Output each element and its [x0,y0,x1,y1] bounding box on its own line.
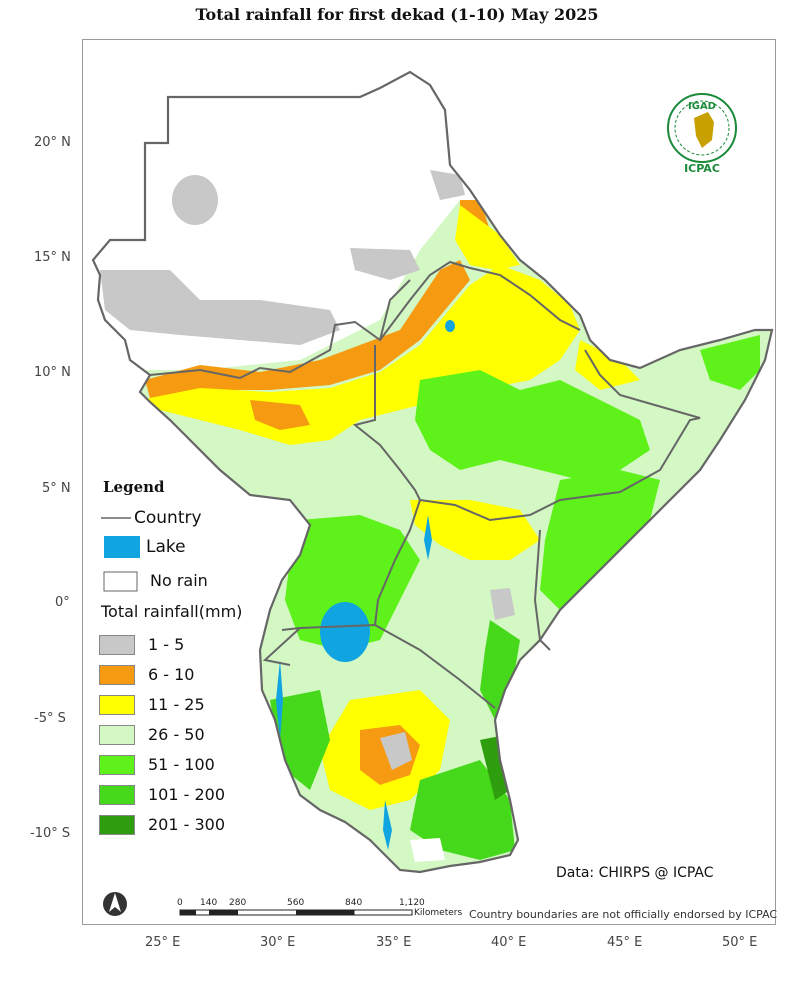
legend-class-label: 51 - 100 [148,755,215,774]
scale-label: 0 [177,898,183,908]
lat-tick-5s: -5° S [34,711,66,726]
lon-tick-40e: 40° E [491,935,527,950]
map-title: Total rainfall for first dekad (1-10) Ma… [195,5,599,24]
lake-turkana [424,515,432,560]
legend-rainfall-title: Total rainfall(mm) [101,602,243,621]
scale-label: 840 [345,898,363,908]
logo-top-text: IGAD [688,101,716,112]
region-boundary [91,70,774,874]
lake-tana [445,320,455,332]
legend-swatch [99,665,135,685]
lake-victoria [320,602,370,662]
lat-tick-5n: 5° N [42,481,71,496]
lon-tick-35e: 35° E [376,935,412,950]
legend-swatch [99,725,135,745]
scale-label: 280 [229,898,247,908]
lon-tick-50e: 50° E [722,935,758,950]
country-borders [149,260,701,709]
lat-tick-0: 0° [55,595,70,610]
legend-swatch [99,755,135,775]
scale-bar [179,909,413,916]
legend-swatch [99,695,135,715]
lake-malawi [383,800,392,850]
lat-tick-15n: 15° N [34,250,71,265]
data-source: Data: CHIRPS @ ICPAC [556,865,714,881]
lake-tanganyika [276,660,283,740]
legend-class-label: 201 - 300 [148,815,226,834]
legend-swatch [99,635,135,655]
legend-norain-label: No rain [150,571,208,590]
disclaimer: Country boundaries are not officially en… [469,908,778,921]
lat-tick-10s: -10° S [30,826,71,841]
legend-class-label: 1 - 5 [148,635,185,654]
scale-label: 140 [200,898,218,908]
logo-bottom-text: ICPAC [684,162,720,175]
lon-tick-30e: 30° E [260,935,296,950]
lon-tick-45e: 45° E [607,935,643,950]
lat-tick-10n: 10° N [34,365,71,380]
legend-lake-label: Lake [146,537,186,557]
legend-class-label: 6 - 10 [148,665,195,684]
legend-class-label: 26 - 50 [148,725,205,744]
lon-tick-25e: 25° E [145,935,181,950]
legend-swatch [99,815,135,835]
igad-logo: IGAD ICPAC [667,93,737,175]
legend-swatch [99,785,135,805]
north-arrow-icon [103,892,127,916]
lat-tick-20n: 20° N [34,135,71,150]
scale-unit: Kilometers [414,908,463,918]
scale-label: 560 [287,898,305,908]
scale-label: 1,120 [399,898,425,908]
legend-title: Legend [103,478,165,496]
legend-class-label: 101 - 200 [148,785,226,804]
legend-class-label: 11 - 25 [148,695,205,714]
legend-lake-swatch [104,536,140,558]
legend-country-label: Country [134,508,202,528]
legend-norain-swatch [103,571,138,592]
